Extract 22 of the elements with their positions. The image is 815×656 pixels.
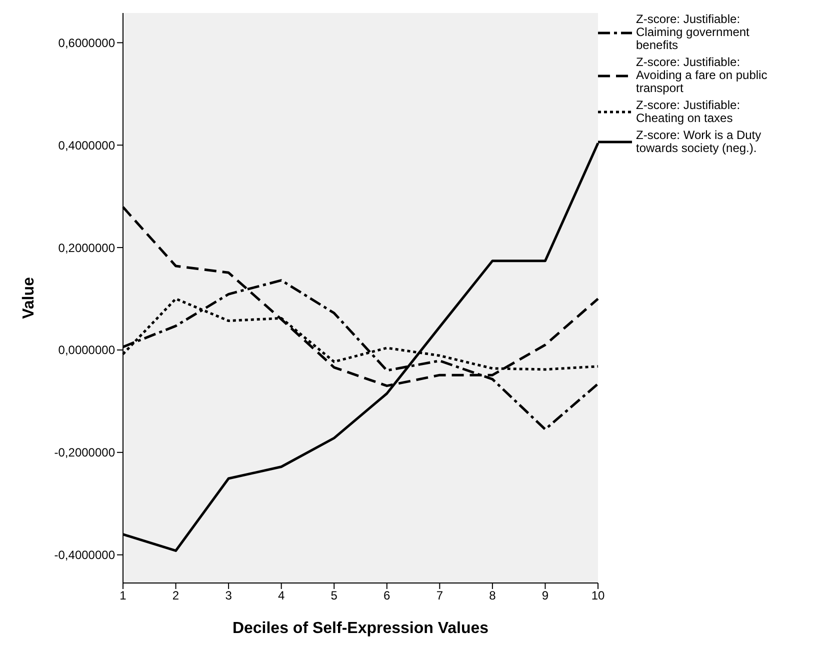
- x-tick-label: 9: [542, 588, 549, 603]
- y-axis-title: Value: [20, 277, 38, 319]
- x-tick-label: 10: [591, 588, 605, 603]
- y-tick-label: 0,4000000: [58, 138, 116, 152]
- x-tick-label: 2: [172, 588, 180, 603]
- legend-label: Z-score: Justifiable: Cheating on taxes: [636, 98, 742, 125]
- y-tick-label: 0,2000000: [58, 240, 116, 255]
- y-tick-label: -0,2000000: [54, 446, 116, 460]
- x-tick-label: 6: [384, 588, 391, 603]
- y-tick-label: -0,4000000: [54, 548, 116, 562]
- legend-label: Z-score: Justifiable: Avoiding a fare on public transport: [636, 55, 768, 95]
- x-tick-label: 7: [436, 588, 444, 603]
- x-tick-label: 4: [278, 588, 285, 603]
- legend-label: Z-score: Work is a Duty towards society (neg.).: [636, 128, 762, 155]
- x-tick-label: 1: [120, 588, 127, 603]
- y-tick-label: 0,0000000: [58, 343, 116, 358]
- legend-label: Z-score: Justifiable: Claiming government benefits: [636, 12, 750, 52]
- y-tick-label: 0,6000000: [58, 36, 116, 50]
- x-axis-title: Deciles of Self-Expression Values: [232, 620, 489, 637]
- x-tick-label: 8: [489, 588, 496, 603]
- x-tick-label: 5: [330, 588, 338, 603]
- x-tick-label: 3: [225, 588, 232, 603]
